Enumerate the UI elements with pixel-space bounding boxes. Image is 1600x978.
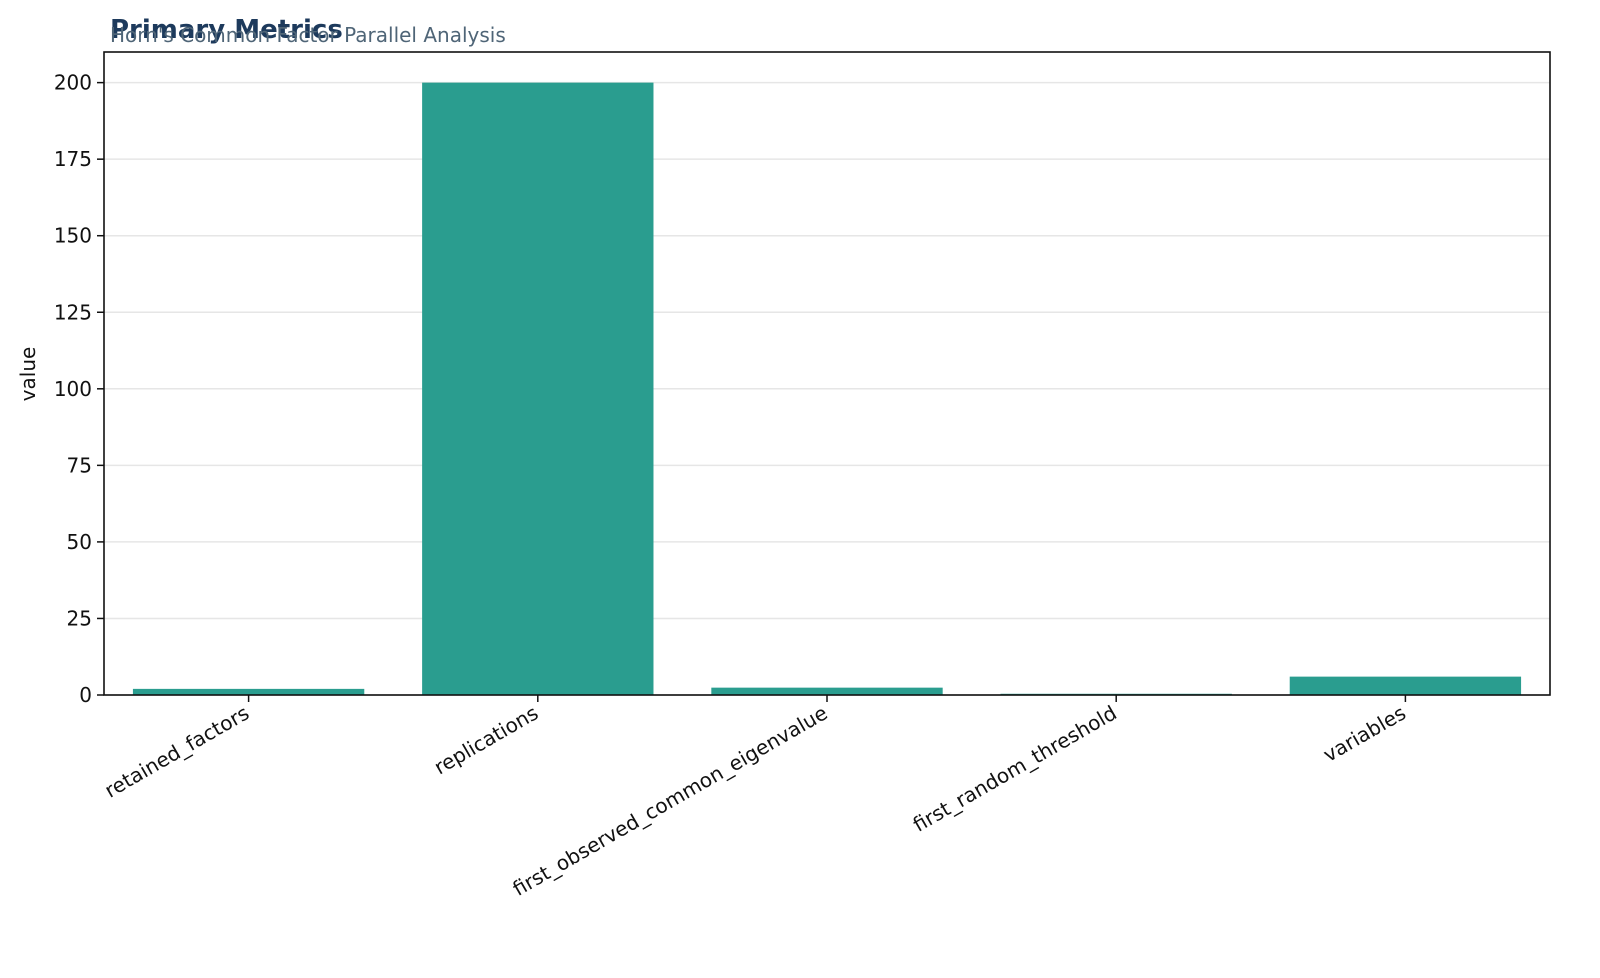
bars [132,82,1522,696]
y-tick-label: 200 [54,71,92,95]
y-tick-label: 125 [54,300,92,324]
bar [422,82,654,696]
chart-title: Primary Metrics [110,15,343,45]
grid [104,81,1550,696]
y-tick-label: 175 [54,147,92,171]
bar [132,688,365,695]
chart-subtitle: Horn's Common Factor Parallel Analysis [110,23,506,47]
y-tick-label: 100 [54,377,92,401]
bar [711,687,943,695]
y-tick-label: 25 [67,606,92,630]
y-tick-label: 75 [67,453,92,477]
bar [1289,676,1522,695]
y-tick-label: 50 [67,530,92,554]
y-axis-label: value [16,347,40,402]
y-tick-label: 150 [54,224,92,248]
y-tick-label: 0 [79,683,92,707]
